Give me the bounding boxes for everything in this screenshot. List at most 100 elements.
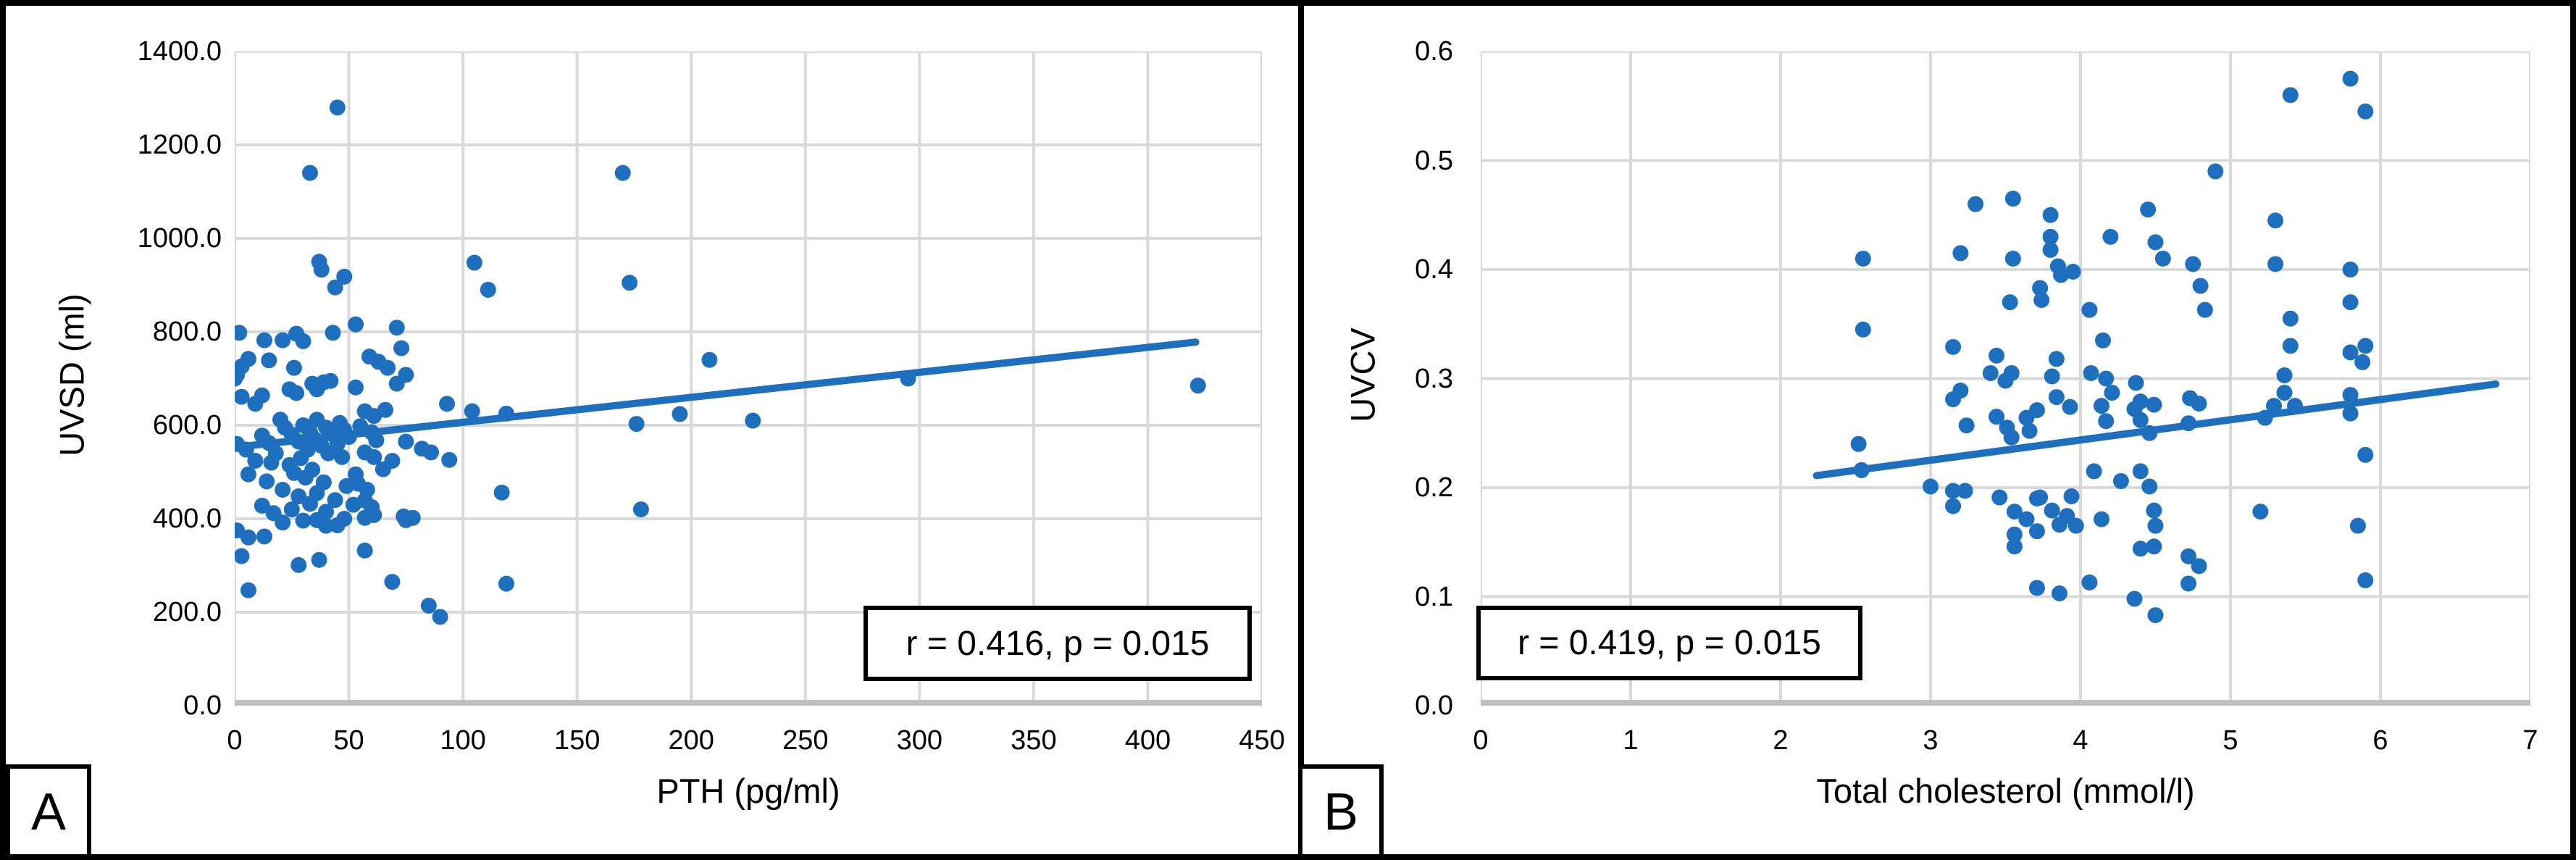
x-tick-label: 1 xyxy=(1623,725,1639,756)
data-point xyxy=(2003,364,2020,381)
data-point xyxy=(1854,321,1871,338)
data-point xyxy=(1945,338,1962,355)
data-point xyxy=(2083,364,2099,381)
data-point xyxy=(441,451,458,468)
data-point xyxy=(295,333,311,349)
data-point xyxy=(309,381,325,398)
data-point xyxy=(2357,103,2374,120)
data-point xyxy=(2004,191,2021,207)
data-point xyxy=(334,448,351,465)
y-tick-label: 0.1 xyxy=(1415,581,1453,612)
data-point xyxy=(2192,277,2209,294)
x-tick-label: 200 xyxy=(668,725,714,756)
data-point xyxy=(256,332,272,348)
data-point xyxy=(2093,398,2109,414)
x-tick-label: 0 xyxy=(1473,725,1489,756)
data-point xyxy=(2048,389,2065,406)
data-point xyxy=(393,340,410,356)
data-point xyxy=(2146,396,2162,413)
data-point xyxy=(329,99,346,116)
data-point xyxy=(256,528,272,545)
data-point xyxy=(2132,540,2149,557)
data-point xyxy=(261,352,277,369)
x-tick-label: 100 xyxy=(440,725,486,756)
data-point xyxy=(2028,580,2045,596)
data-point xyxy=(1189,377,1206,394)
data-point xyxy=(701,351,718,368)
data-point xyxy=(1945,498,1962,514)
data-point xyxy=(2185,256,2201,272)
data-point xyxy=(2032,489,2049,506)
data-point xyxy=(672,406,688,422)
data-point xyxy=(275,514,291,531)
data-point xyxy=(235,325,248,341)
data-point xyxy=(2180,575,2197,592)
data-point xyxy=(311,551,327,568)
x-tick-label: 450 xyxy=(1239,725,1285,756)
data-point xyxy=(2126,590,2143,607)
data-point xyxy=(2006,504,2023,520)
scatter-plot-b xyxy=(1481,51,2530,706)
x-tick-label: 7 xyxy=(2522,725,2538,756)
data-point xyxy=(2042,206,2059,223)
data-point xyxy=(2065,264,2081,280)
data-point xyxy=(1854,250,1871,267)
data-point xyxy=(240,466,256,483)
data-point xyxy=(2112,472,2129,489)
data-point xyxy=(2349,517,2366,534)
data-point xyxy=(2207,163,2224,180)
data-point xyxy=(2052,585,2068,601)
data-point xyxy=(297,469,314,486)
data-point xyxy=(275,482,291,498)
x-tick-label: 350 xyxy=(1011,725,1057,756)
data-point xyxy=(2028,402,2045,419)
data-point xyxy=(1952,245,1969,262)
data-point xyxy=(420,597,437,614)
data-point xyxy=(285,359,302,376)
data-point xyxy=(2128,375,2144,391)
data-point xyxy=(2154,250,2171,267)
data-point xyxy=(2147,517,2164,534)
data-point xyxy=(2081,574,2098,590)
data-point xyxy=(263,454,280,471)
panel-a-correlation-annotation: r = 0.416, p = 0.015 xyxy=(863,606,1252,681)
data-point xyxy=(2146,538,2162,555)
data-point xyxy=(2180,548,2197,564)
data-point xyxy=(293,450,309,467)
data-point xyxy=(2196,301,2213,318)
y-tick-label: 600.0 xyxy=(152,410,222,441)
data-point xyxy=(2006,538,2023,555)
data-point xyxy=(235,388,250,405)
data-point xyxy=(2276,367,2293,383)
x-tick-label: 0 xyxy=(227,725,243,756)
data-point xyxy=(2033,292,2050,309)
data-point xyxy=(2032,280,2049,296)
data-point xyxy=(327,492,343,509)
data-point xyxy=(2028,523,2045,540)
y-tick-label: 0.0 xyxy=(1415,690,1453,721)
data-point xyxy=(380,359,396,376)
data-point xyxy=(336,268,353,285)
data-point xyxy=(348,316,364,333)
data-point xyxy=(2048,351,2065,367)
data-point xyxy=(254,497,270,514)
data-point xyxy=(290,556,307,573)
data-point xyxy=(2132,412,2149,428)
data-point xyxy=(2267,256,2284,272)
data-point xyxy=(2342,294,2359,311)
data-point xyxy=(2093,511,2109,527)
y-tick-label: 0.4 xyxy=(1415,254,1453,285)
data-point xyxy=(2141,478,2158,495)
data-point xyxy=(432,609,448,625)
data-point xyxy=(240,529,256,546)
panel-b-label: B xyxy=(1298,764,1384,854)
panel-a-y-axis-title: UVSD (ml) xyxy=(52,293,91,456)
data-point xyxy=(1945,391,1962,408)
data-point xyxy=(1967,196,1984,212)
data-point xyxy=(2147,607,2164,624)
data-point xyxy=(2342,262,2359,277)
x-tick-label: 150 xyxy=(553,725,601,756)
x-tick-label: 400 xyxy=(1124,725,1171,756)
data-point xyxy=(290,488,307,505)
